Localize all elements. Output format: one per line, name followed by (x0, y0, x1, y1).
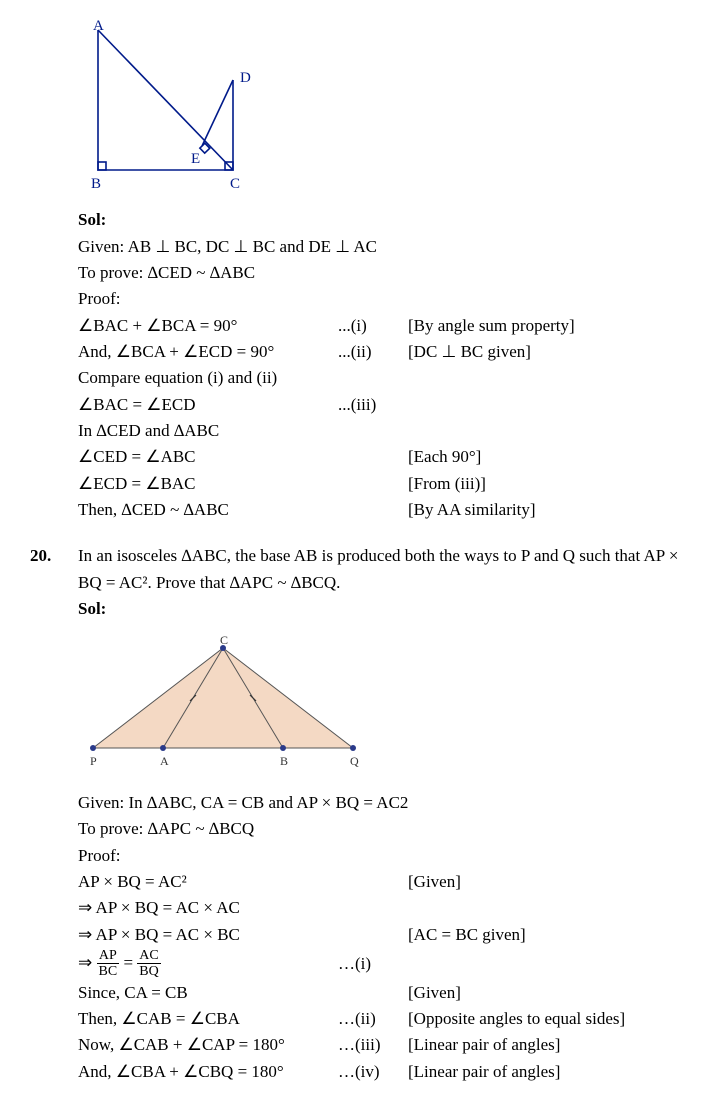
proof-line: ∠BAC + ∠BCA = 90° ...(i) [By angle sum p… (78, 313, 686, 339)
proof-line: AP × BQ = AC² [Given] (78, 869, 686, 895)
implies: ⇒ (78, 953, 97, 972)
proof-line: Since, CA = CB [Given] (78, 980, 686, 1006)
proof-line: Now, ∠CAB + ∠CAP = 180° …(iii) [Linear p… (78, 1032, 686, 1058)
toprove-line: To prove: ∆APC ~ ∆BCQ (78, 816, 686, 842)
triangle-diagram-1: A B C D E (78, 20, 263, 195)
solution-2: Given: In ∆ABC, CA = CB and AP × BQ = AC… (78, 790, 686, 1085)
solution-1: Sol: Given: AB ⊥ BC, DC ⊥ BC and DE ⊥ AC… (78, 207, 686, 523)
proof-line: ⇒ AP BC = AC BQ …(i) (78, 948, 686, 980)
label-b: B (280, 754, 288, 768)
label-c: C (220, 633, 228, 647)
sol-label: Sol: (78, 596, 686, 622)
proof-line: Then, ∠CAB = ∠CBA …(ii) [Opposite angles… (78, 1006, 686, 1032)
equals: = (123, 953, 137, 972)
proof-line: Compare equation (i) and (ii) (78, 365, 686, 391)
label-q: Q (350, 754, 359, 768)
label-e: E (191, 151, 200, 167)
label-b: B (91, 176, 101, 192)
question-20: 20. In an isosceles ∆ABC, the base AB is… (30, 543, 686, 1085)
proof-label: Proof: (78, 843, 686, 869)
given-line: Given: AB ⊥ BC, DC ⊥ BC and DE ⊥ AC (78, 234, 686, 260)
proof-label: Proof: (78, 286, 686, 312)
fraction: AP BC (97, 948, 120, 980)
proof-line: And, ∠CBA + ∠CBQ = 180° …(iv) [Linear pa… (78, 1059, 686, 1085)
question-number: 20. (30, 543, 78, 569)
proof-line: ∠CED = ∠ABC [Each 90°] (78, 444, 686, 470)
proof-line: ⇒ AP × BQ = AC × AC (78, 895, 686, 921)
question-text-line: BQ = AC². Prove that ∆APC ~ ∆BCQ. (78, 570, 686, 596)
label-d: D (240, 70, 251, 86)
figure-1: A B C D E (78, 20, 686, 203)
fraction: AC BQ (137, 948, 160, 980)
label-a: A (160, 754, 169, 768)
proof-line: And, ∠BCA + ∠ECD = 90° ...(ii) [DC ⊥ BC … (78, 339, 686, 365)
proof-line: ∠ECD = ∠BAC [From (iii)] (78, 471, 686, 497)
toprove-line: To prove: ∆CED ~ ∆ABC (78, 260, 686, 286)
question-text-line: In an isosceles ∆ABC, the base AB is pro… (78, 543, 686, 569)
label-a: A (93, 20, 104, 34)
given-line: Given: In ∆ABC, CA = CB and AP × BQ = AC… (78, 790, 686, 816)
proof-line: ∠BAC = ∠ECD ...(iii) (78, 392, 686, 418)
label-p: P (90, 754, 97, 768)
triangle-diagram-2: P A B Q C (78, 633, 378, 778)
label-c: C (230, 176, 240, 192)
figure-2: P A B Q C (78, 633, 686, 786)
sol-label: Sol: (78, 207, 686, 233)
proof-line: Then, ∆CED ~ ∆ABC [By AA similarity] (78, 497, 686, 523)
proof-line: ⇒ AP × BQ = AC × BC [AC = BC given] (78, 922, 686, 948)
proof-line: In ∆CED and ∆ABC (78, 418, 686, 444)
